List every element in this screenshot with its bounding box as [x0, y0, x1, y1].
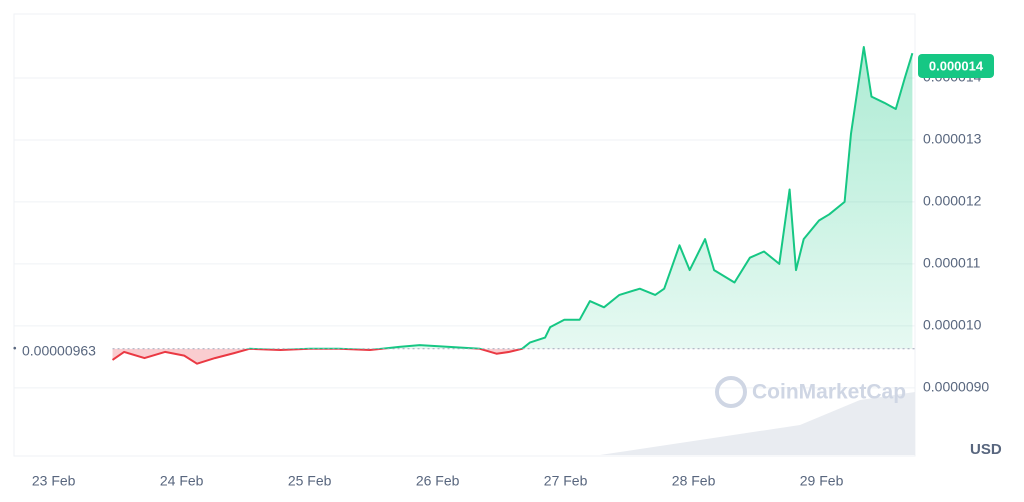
- x-tick-label: 28 Feb: [672, 473, 716, 489]
- y-tick-label: 0.000013: [923, 131, 982, 147]
- x-tick-label: 27 Feb: [544, 473, 588, 489]
- volume-area: [600, 392, 915, 455]
- x-tick-label: 26 Feb: [416, 473, 460, 489]
- x-tick-label: 23 Feb: [32, 473, 76, 489]
- watermark: CoinMarketCap: [715, 376, 906, 408]
- y-tick-label: 0.000012: [923, 193, 982, 209]
- area-down: [112, 348, 913, 364]
- price-badge: [918, 53, 994, 78]
- baseline-marker: •: [13, 343, 17, 354]
- x-tick-label: 29 Feb: [800, 473, 844, 489]
- x-tick-label: 25 Feb: [288, 473, 332, 489]
- baseline-label: 0.00000963: [22, 342, 96, 358]
- y-tick-label: 0.000010: [923, 317, 982, 333]
- watermark-text: CoinMarketCap: [752, 381, 906, 404]
- y-tick-label: 0.0000090: [923, 379, 989, 395]
- price-line: [111, 46, 914, 365]
- price-badge-label: 0.000014: [929, 58, 984, 73]
- y-tick-label: 0.000011: [923, 255, 981, 271]
- x-tick-label: 24 Feb: [160, 473, 204, 489]
- area-up: [381, 47, 913, 349]
- plot-border: [13, 13, 916, 457]
- currency-label: USD: [970, 441, 1002, 458]
